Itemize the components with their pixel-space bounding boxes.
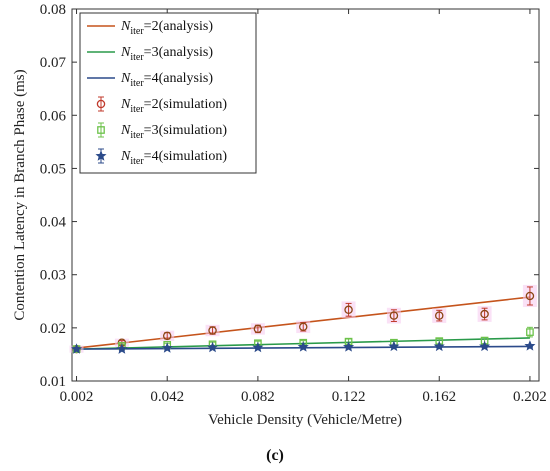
y-axis-label: Contention Latency in Branch Phase (ms) — [12, 69, 28, 320]
legend-subscript: iter — [130, 52, 144, 63]
legend-subscript: iter — [130, 130, 144, 141]
data-point-circle — [480, 309, 489, 319]
y-tick-label: 0.03 — [40, 268, 66, 284]
data-point-square — [526, 328, 534, 336]
legend-subscript: iter — [130, 26, 144, 37]
x-tick-label: 0.162 — [422, 389, 456, 405]
legend-rest: =4(analysis) — [144, 71, 214, 86]
legend-symbol: N — [120, 123, 131, 138]
y-tick-label: 0.05 — [40, 161, 66, 177]
y-axis-ticks: 0.01 0.02 0.03 0.04 0.05 0.06 0.07 0.08 — [40, 2, 539, 390]
y-tick-label: 0.04 — [40, 215, 67, 231]
data-point-circle — [298, 322, 308, 332]
data-point-circle — [162, 331, 172, 341]
data-point-circle — [525, 291, 535, 301]
legend-subscript: iter — [130, 78, 144, 89]
data-point-star — [343, 341, 355, 352]
data-point-circle — [389, 311, 399, 320]
legend-rest: =2(analysis) — [144, 19, 214, 34]
data-point-star — [161, 342, 173, 353]
y-tick-label: 0.01 — [40, 374, 66, 390]
legend-subscript: iter — [130, 104, 144, 115]
data-point-star — [479, 340, 491, 352]
series-layer — [69, 284, 537, 354]
data-point-star — [252, 341, 264, 353]
data-point-circle — [253, 324, 263, 334]
legend-rest: =4(simulation) — [144, 149, 228, 164]
legend-symbol: N — [120, 19, 131, 34]
legend-marker-3 — [96, 99, 106, 109]
x-tick-label: 0.122 — [332, 389, 366, 405]
y-tick-label: 0.08 — [40, 2, 66, 18]
x-tick-label: 0.082 — [241, 389, 275, 405]
figure-caption: (c) — [266, 447, 284, 464]
data-point-star — [71, 343, 83, 354]
data-point-star — [388, 340, 400, 352]
legend-symbol: N — [120, 45, 131, 60]
legend-symbol: N — [120, 97, 131, 112]
data-point-circle — [208, 326, 217, 335]
legend-rest: =3(analysis) — [144, 45, 214, 60]
data-point-circle — [435, 311, 444, 320]
data-point-star — [207, 341, 219, 353]
legend: Niter=2(analysis)Niter=3(analysis)Niter=… — [79, 12, 257, 174]
legend-label-1: Niter=3(analysis) — [120, 45, 213, 63]
y-tick-label: 0.02 — [40, 321, 66, 337]
data-point-star — [297, 341, 309, 352]
x-tick-label: 0.042 — [150, 389, 184, 405]
legend-symbol: N — [120, 149, 131, 164]
y-tick-label: 0.06 — [40, 108, 67, 124]
legend-subscript: iter — [130, 156, 144, 167]
legend-rest: =3(simulation) — [144, 123, 228, 138]
x-tick-label: 0.202 — [513, 389, 547, 405]
legend-symbol: N — [120, 71, 131, 86]
y-tick-label: 0.07 — [40, 55, 67, 71]
legend-box — [79, 12, 257, 174]
legend-label-5: Niter=4(simulation) — [120, 149, 227, 167]
data-point-star — [524, 340, 536, 351]
legend-label-3: Niter=2(simulation) — [120, 97, 227, 115]
legend-label-0: Niter=2(analysis) — [120, 19, 213, 37]
x-axis-label: Vehicle Density (Vehicle/Metre) — [208, 412, 402, 428]
data-point-star — [433, 340, 445, 352]
data-point-star — [116, 343, 128, 354]
legend-marker-5 — [95, 150, 107, 161]
data-point-circle — [344, 305, 353, 315]
legend-rest: =2(simulation) — [144, 97, 228, 112]
x-tick-label: 0.002 — [60, 389, 94, 405]
legend-marker-4 — [97, 126, 105, 134]
legend-label-4: Niter=3(simulation) — [120, 123, 227, 141]
legend-label-2: Niter=4(analysis) — [120, 71, 213, 89]
x-axis-ticks: 0.002 0.042 0.082 0.122 0.162 0.202 — [60, 9, 547, 405]
